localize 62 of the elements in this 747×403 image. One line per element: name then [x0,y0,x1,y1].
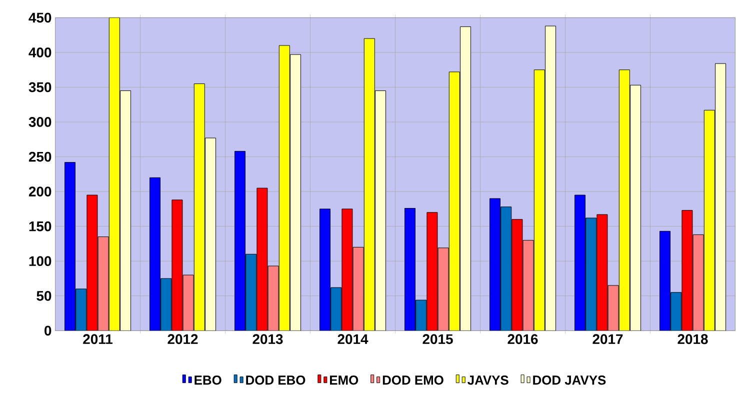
legend-label: DOD EBO [246,376,306,385]
bar [108,18,120,331]
bar [194,83,205,331]
bar [619,70,630,331]
y-tick-label: 350 [28,82,52,92]
x-tick-label: 2018 [678,334,708,344]
bar [268,266,279,331]
bar [512,219,523,331]
bar [660,230,671,331]
y-tick-label: 250 [28,152,52,162]
x-tick-label: 2014 [338,334,368,344]
bar [545,26,556,331]
y-tick-label: 450 [28,12,52,23]
bar [234,150,246,331]
y-tick-label: 200 [28,186,52,196]
bar [342,208,353,331]
bar [64,162,76,331]
bar [715,63,726,331]
bar [150,177,161,331]
bar [404,208,416,331]
bar [596,214,608,331]
bar [704,110,715,331]
y-tick-label: 50 [36,290,52,301]
bar [320,208,331,331]
bar [460,26,472,331]
legend-label: EBO [194,376,222,385]
y-tick-label: 300 [28,117,52,127]
bar [364,38,375,331]
bar [86,194,98,331]
x-tick-label: 2012 [168,334,198,344]
x-tick-label: 2016 [508,334,538,344]
bar [172,200,183,331]
bar [534,70,545,331]
bar [256,188,268,331]
y-tick-label: 100 [29,256,52,266]
bar [290,54,302,331]
bar [692,234,704,331]
legend-label: EMO [330,376,358,385]
bar [426,212,438,331]
bar [574,194,586,331]
x-tick-label: 2015 [422,334,453,344]
bar [98,236,109,331]
bar [205,138,216,331]
bar [522,240,534,331]
y-tick-label: 0 [44,326,52,336]
x-tick-label: 2017 [592,334,623,344]
y-tick-label: 400 [28,47,52,58]
bar [120,90,132,331]
legend-label: DOD EMO [382,376,444,385]
bar [375,90,386,331]
bar [630,85,641,331]
bar [448,72,460,331]
bar [438,248,449,331]
y-tick-label: 150 [29,221,52,232]
x-tick-label: 2011 [83,334,112,344]
bar [278,45,290,331]
legend-label: DOD JAVYS [533,376,606,385]
bar [490,198,501,331]
bar [352,246,364,331]
legend-label: JAVYS [468,376,508,385]
x-tick-label: 2013 [252,334,283,344]
bar [682,210,693,331]
